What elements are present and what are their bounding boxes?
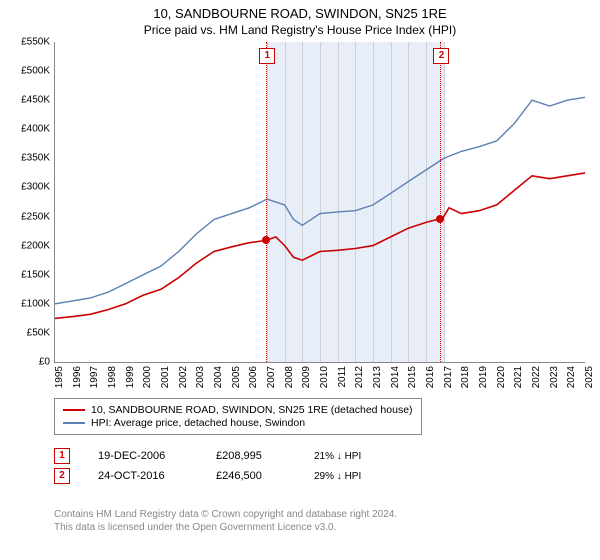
footer-line-1: Contains HM Land Registry data © Crown c… bbox=[54, 508, 397, 521]
sales-table: 1 19-DEC-2006 £208,995 21% ↓ HPI 2 24-OC… bbox=[54, 444, 361, 488]
sale-marker-2: 2 bbox=[54, 468, 70, 484]
x-tick-label: 1999 bbox=[125, 366, 136, 388]
y-tick-label: £350K bbox=[21, 153, 50, 164]
sale-marker-dot bbox=[262, 236, 270, 244]
x-tick-label: 2011 bbox=[337, 366, 348, 388]
chart-lines-svg bbox=[55, 42, 585, 362]
x-tick-label: 2012 bbox=[354, 366, 365, 388]
x-tick-label: 2020 bbox=[496, 366, 507, 388]
x-tick-label: 2019 bbox=[478, 366, 489, 388]
x-tick-label: 2022 bbox=[531, 366, 542, 388]
x-tick-label: 2023 bbox=[549, 366, 560, 388]
chart-subtitle: Price paid vs. HM Land Registry's House … bbox=[0, 23, 600, 37]
x-tick-label: 2018 bbox=[460, 366, 471, 388]
y-tick-label: £300K bbox=[21, 182, 50, 193]
sale-price-2: £246,500 bbox=[216, 470, 286, 482]
y-tick-label: £100K bbox=[21, 298, 50, 309]
x-tick-label: 2014 bbox=[390, 366, 401, 388]
sale-delta-1: 21% ↓ HPI bbox=[314, 451, 361, 462]
x-tick-label: 2005 bbox=[231, 366, 242, 388]
series-line-blue bbox=[55, 97, 585, 303]
sales-row-1: 1 19-DEC-2006 £208,995 21% ↓ HPI bbox=[54, 448, 361, 464]
y-tick-label: £200K bbox=[21, 240, 50, 251]
sale-price-1: £208,995 bbox=[216, 450, 286, 462]
footer-text: Contains HM Land Registry data © Crown c… bbox=[54, 508, 397, 534]
series-line-red bbox=[55, 173, 585, 319]
y-tick-label: £450K bbox=[21, 95, 50, 106]
legend-row-blue: HPI: Average price, detached house, Swin… bbox=[63, 417, 413, 429]
sale-date-2: 24-OCT-2016 bbox=[98, 470, 188, 482]
chart-container: £0 £50K £100K £150K £200K £250K £300K £350K £400… bbox=[12, 42, 588, 392]
sale-marker-box: 2 bbox=[433, 48, 449, 64]
footer-line-2: This data is licensed under the Open Gov… bbox=[54, 521, 397, 534]
x-tick-label: 1997 bbox=[89, 366, 100, 388]
sale-marker-1: 1 bbox=[54, 448, 70, 464]
x-tick-label: 2025 bbox=[584, 366, 595, 388]
legend-label-blue: HPI: Average price, detached house, Swin… bbox=[91, 417, 305, 429]
x-tick-label: 2007 bbox=[266, 366, 277, 388]
x-tick-label: 1995 bbox=[54, 366, 65, 388]
x-tick-label: 2006 bbox=[248, 366, 259, 388]
x-tick-label: 2002 bbox=[178, 366, 189, 388]
x-tick-label: 2024 bbox=[566, 366, 577, 388]
legend-box: 10, SANDBOURNE ROAD, SWINDON, SN25 1RE (… bbox=[54, 398, 422, 435]
sale-marker-vline bbox=[266, 42, 267, 362]
y-tick-label: £550K bbox=[21, 37, 50, 48]
sale-date-1: 19-DEC-2006 bbox=[98, 450, 188, 462]
y-tick-label: £50K bbox=[27, 327, 50, 338]
sale-delta-2: 29% ↓ HPI bbox=[314, 471, 361, 482]
sale-marker-vline bbox=[440, 42, 441, 362]
y-tick-label: £500K bbox=[21, 66, 50, 77]
x-tick-label: 2021 bbox=[513, 366, 524, 388]
y-tick-label: £400K bbox=[21, 124, 50, 135]
sale-marker-box: 1 bbox=[259, 48, 275, 64]
legend-row-red: 10, SANDBOURNE ROAD, SWINDON, SN25 1RE (… bbox=[63, 404, 413, 416]
sale-marker-dot bbox=[436, 215, 444, 223]
legend-swatch-red bbox=[63, 409, 85, 411]
legend-swatch-blue bbox=[63, 422, 85, 424]
title-block: 10, SANDBOURNE ROAD, SWINDON, SN25 1RE P… bbox=[0, 0, 600, 37]
y-tick-label: £150K bbox=[21, 269, 50, 280]
plot-area: 12 bbox=[54, 42, 585, 363]
chart-title: 10, SANDBOURNE ROAD, SWINDON, SN25 1RE bbox=[0, 6, 600, 21]
x-tick-label: 2001 bbox=[160, 366, 171, 388]
y-tick-label: £0 bbox=[39, 357, 50, 368]
sales-row-2: 2 24-OCT-2016 £246,500 29% ↓ HPI bbox=[54, 468, 361, 484]
x-tick-label: 2008 bbox=[284, 366, 295, 388]
x-tick-label: 2000 bbox=[142, 366, 153, 388]
legend-label-red: 10, SANDBOURNE ROAD, SWINDON, SN25 1RE (… bbox=[91, 404, 413, 416]
x-tick-label: 2010 bbox=[319, 366, 330, 388]
x-tick-label: 1996 bbox=[72, 366, 83, 388]
x-tick-label: 2017 bbox=[443, 366, 454, 388]
x-tick-label: 2009 bbox=[301, 366, 312, 388]
y-tick-label: £250K bbox=[21, 211, 50, 222]
x-tick-label: 2013 bbox=[372, 366, 383, 388]
x-tick-label: 2015 bbox=[407, 366, 418, 388]
x-tick-label: 2016 bbox=[425, 366, 436, 388]
x-tick-label: 2004 bbox=[213, 366, 224, 388]
x-tick-label: 2003 bbox=[195, 366, 206, 388]
x-tick-label: 1998 bbox=[107, 366, 118, 388]
